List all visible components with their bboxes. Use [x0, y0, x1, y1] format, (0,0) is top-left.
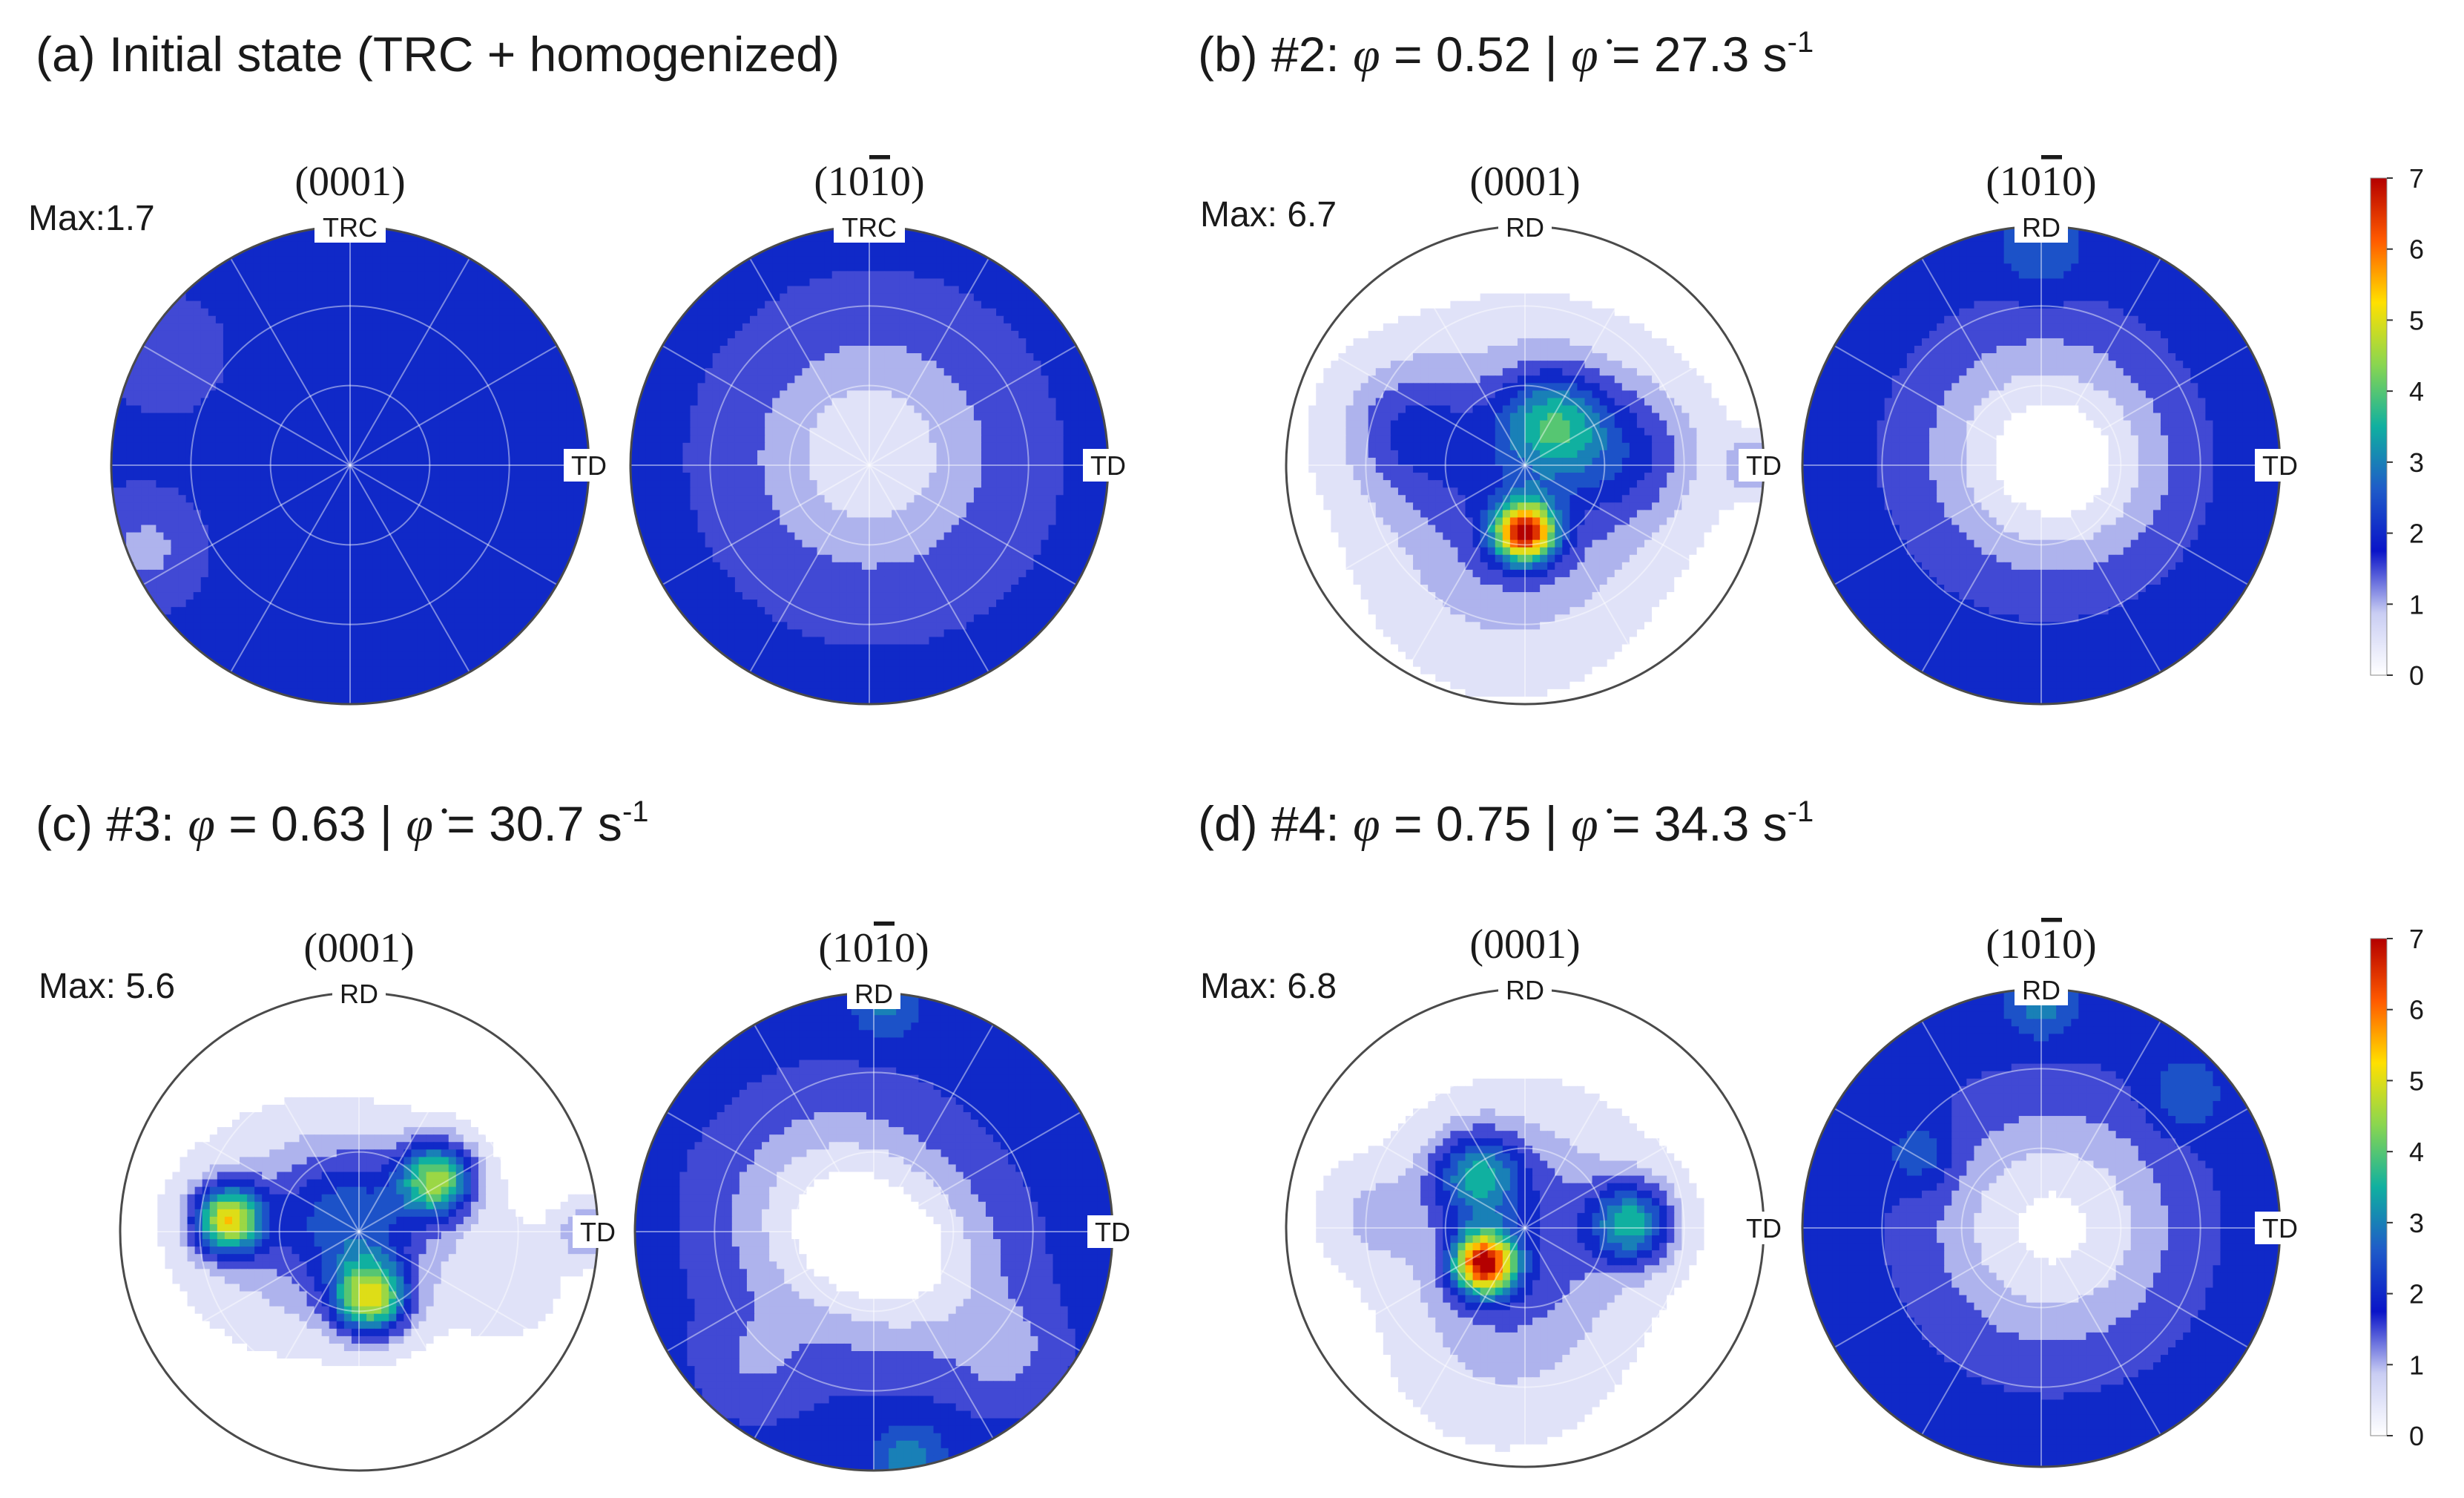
colorbar-tick-label: 0: [2409, 1421, 2424, 1451]
polar-grid: [1286, 226, 1764, 704]
panel-b: (b) #2: φ = 0.52 | φ̇ = 27.3 s-1 Max: 6.7…: [1198, 26, 2305, 706]
intensity-map: [1802, 226, 2280, 704]
colorbar-tick-label: 6: [2409, 234, 2424, 265]
colorbar-tick-label: 3: [2409, 1208, 2424, 1238]
colorbar-tick-label: 7: [2409, 163, 2424, 194]
axis-label-top: RD: [1506, 212, 1544, 243]
axis-label-right: TD: [2262, 1213, 2298, 1244]
axis-label-right: TD: [571, 450, 607, 481]
panel-title: (c) #3: φ = 0.63 | φ̇ = 30.7 s-1: [36, 795, 649, 852]
polar-grid: [1286, 989, 1764, 1467]
colorbar-tick-label: 6: [2409, 995, 2424, 1025]
colorbar-tick-label: 4: [2409, 376, 2424, 407]
max-label: Max: 6.7: [1200, 195, 1337, 234]
intensity-map: [1802, 989, 2280, 1467]
axis-label-top: RD: [2022, 212, 2061, 243]
colorbar-tick-label: 0: [2409, 660, 2424, 691]
colorbar-tick-label: 1: [2409, 1350, 2424, 1380]
pole-figure-label: (0001): [1469, 922, 1580, 968]
intensity-map: [111, 226, 589, 704]
axis-label-right: TD: [580, 1217, 616, 1247]
pole-figure-0001: (0001) RD TD: [1285, 159, 1789, 706]
axis-label-top: RD: [1506, 975, 1544, 1005]
panel-a: (a) Initial state (TRC + homogenized) Max…: [28, 27, 1133, 706]
max-label: Max: 6.8: [1200, 967, 1337, 1006]
pole-figure-label: (1010): [818, 925, 929, 971]
polar-grid: [630, 226, 1108, 704]
panel-title: (d) #4: φ = 0.75 | φ̇ = 34.3 s-1: [1198, 795, 1814, 852]
panel-c: (c) #3: φ = 0.63 | φ̇ = 30.7 s-1 Max: 5.6…: [36, 795, 1138, 1472]
pole-figure-label: (1010): [814, 159, 924, 205]
pole-figure-0001: (0001) RD TD: [1285, 922, 1789, 1468]
colorbar: 0 1 2 3 4 5 6 7: [2370, 163, 2424, 691]
pole-figure-label: (0001): [303, 925, 414, 971]
intensity-map: [1286, 989, 1764, 1467]
pole-figure-label: (1010): [1986, 159, 2096, 205]
colorbar-tick-label: 3: [2409, 447, 2424, 478]
pole-figure-label: (0001): [1469, 159, 1580, 205]
intensity-map: [1286, 226, 1764, 704]
panel-title: (a) Initial state (TRC + homogenized): [36, 27, 840, 82]
axis-label-right: TD: [1746, 1213, 1782, 1244]
axis-label-top: TRC: [842, 212, 897, 243]
pole-figure-10-10: (1010) TRC TD: [629, 159, 1133, 706]
panel-title: (b) #2: φ = 0.52 | φ̇ = 27.3 s-1: [1198, 26, 1814, 82]
polar-grid: [1802, 226, 2280, 704]
pole-figure-label: (0001): [294, 159, 405, 205]
colorbar-tick-label: 2: [2409, 1279, 2424, 1310]
colorbar-tick-label: 7: [2409, 924, 2424, 954]
polar-grid: [120, 993, 598, 1471]
axis-label-top: TRC: [323, 212, 378, 243]
pole-figure-0001: (0001) TRC TD: [110, 159, 614, 706]
axis-label-top: RD: [2022, 975, 2061, 1005]
axis-label-right: TD: [1095, 1217, 1130, 1247]
colorbar: 0 1 2 3 4 5 6 7: [2370, 924, 2424, 1451]
intensity-map: [635, 993, 1113, 1471]
intensity-map: [630, 226, 1108, 704]
axis-label-right: TD: [1090, 450, 1126, 481]
polar-grid: [1802, 989, 2280, 1467]
pole-figure-label: (1010): [1986, 922, 2096, 968]
colorbar-tick-label: 5: [2409, 305, 2424, 335]
axis-label-right: TD: [1746, 450, 1782, 481]
pole-figure-0001: (0001) RD TD: [119, 925, 623, 1472]
colorbar-tick-label: 5: [2409, 1065, 2424, 1096]
max-label: Max:1.7: [28, 199, 155, 238]
pole-figure-10-10: (1010) RD TD: [1801, 922, 2305, 1468]
max-label: Max: 5.6: [39, 967, 175, 1006]
polar-grid: [635, 993, 1113, 1471]
panel-d: (d) #4: φ = 0.75 | φ̇ = 34.3 s-1 Max: 6.8…: [1198, 795, 2305, 1468]
axis-label-top: RD: [340, 979, 378, 1009]
colorbar-tick-label: 2: [2409, 519, 2424, 549]
colorbar-tick-label: 1: [2409, 589, 2424, 620]
axis-label-top: RD: [854, 979, 893, 1009]
colorbar-tick-label: 4: [2409, 1137, 2424, 1167]
pole-figure-10-10: (1010) RD TD: [633, 925, 1138, 1472]
intensity-map: [120, 993, 598, 1471]
pole-figure-10-10: (1010) RD TD: [1801, 159, 2305, 706]
polar-grid: [111, 226, 589, 704]
axis-label-right: TD: [2262, 450, 2298, 481]
